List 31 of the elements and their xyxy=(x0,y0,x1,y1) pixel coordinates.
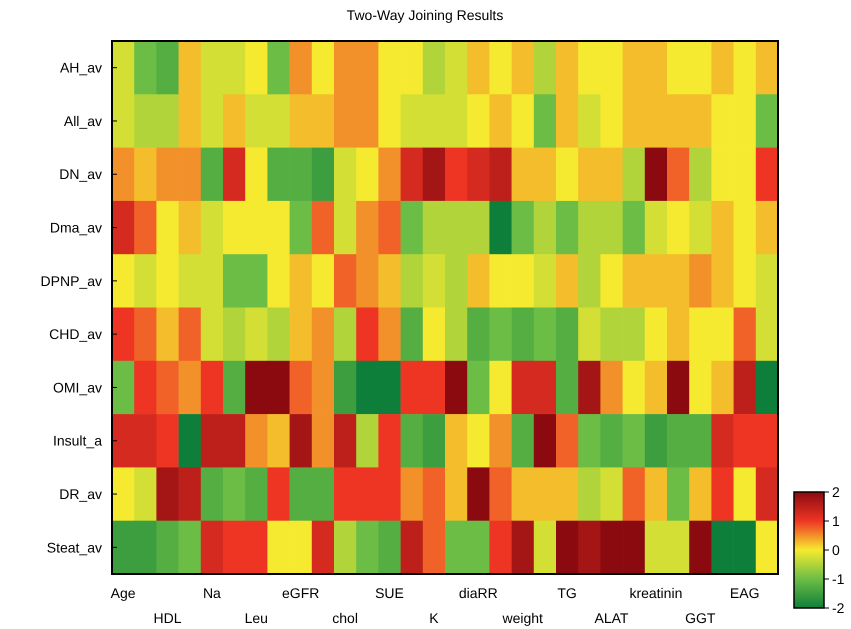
x-tick-label: ALAT xyxy=(594,610,629,626)
x-tick-label: diaRR xyxy=(458,585,498,601)
x-tick-label: chol xyxy=(332,610,358,626)
color-bar-label: 2 xyxy=(832,484,840,500)
x-tick-label: Na xyxy=(202,585,222,601)
y-tick-label: OMI_av xyxy=(52,379,102,396)
y-tick-label: Steat_av xyxy=(46,539,102,556)
x-tick-label: TG xyxy=(557,585,577,601)
color-bar-label: -2 xyxy=(832,600,845,616)
y-tick-label: All_av xyxy=(64,112,102,129)
x-tick-label: weight xyxy=(501,610,544,626)
x-tick-label: eGFR xyxy=(282,585,320,601)
y-tick-label: DN_av xyxy=(59,166,102,182)
x-tick-label: kreatinin xyxy=(629,585,682,601)
x-tick-label: K xyxy=(429,610,440,626)
x-tick-label: GGT xyxy=(685,610,716,626)
y-tick-label: Dma_av xyxy=(50,219,102,236)
y-tick-label: Insult_a xyxy=(52,432,102,449)
y-tick-label: CHD_av xyxy=(49,326,102,342)
y-tick-label: DR_av xyxy=(59,486,102,502)
chart-title: Two-Way Joining Results xyxy=(346,7,504,23)
color-bar-label: 0 xyxy=(832,542,840,558)
x-tick-label: SUE xyxy=(375,585,404,601)
color-bar-label: -1 xyxy=(832,570,845,587)
y-tick-label: AH_av xyxy=(60,60,102,76)
x-tick-label: Age xyxy=(110,585,136,601)
x-tick-label: HDL xyxy=(153,610,182,626)
color-bar-label: 1 xyxy=(832,512,840,529)
y-tick-label: DPNP_av xyxy=(40,272,102,289)
x-tick-label: EAG xyxy=(730,585,760,601)
x-tick-label: Leu xyxy=(244,610,268,626)
